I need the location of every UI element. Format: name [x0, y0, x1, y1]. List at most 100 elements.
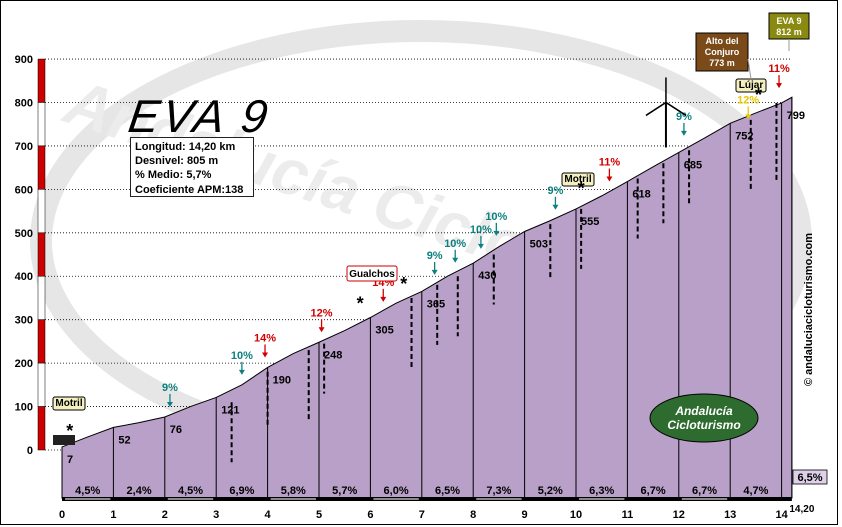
logo-text-2: Cicloturismo — [667, 418, 740, 432]
ramp-gradient-label: 12% — [737, 94, 759, 106]
segment-gradient-label: 5,8% — [281, 485, 306, 497]
ramp-arrowhead — [776, 83, 783, 89]
baseline-segment — [219, 498, 265, 500]
x-tick-label: 12 — [673, 509, 685, 521]
baseline-segment — [681, 498, 728, 500]
alto-pointer — [747, 58, 752, 80]
junction-star-icon: * — [400, 274, 407, 294]
ramp-arrowhead — [431, 269, 438, 275]
y-tick-label: 500 — [15, 228, 33, 240]
chart-title: EVA 9 — [125, 90, 274, 142]
y-tick-label: 300 — [15, 315, 33, 327]
logo-text-1: Andalucía — [674, 404, 733, 418]
sign-motril-start — [52, 396, 86, 411]
ramp-gradient-label: 10% — [231, 350, 253, 362]
sign-eva-line1: EVA 9 — [776, 16, 801, 26]
baseline-segment — [527, 498, 573, 500]
start-vehicle-icon — [53, 435, 75, 445]
segment-gradient-label: 4,5% — [75, 485, 100, 497]
elevation-label: 555 — [581, 216, 599, 228]
elevation-label: 752 — [735, 130, 753, 142]
baseline-segment — [373, 498, 419, 500]
elevation-label: 365 — [427, 298, 445, 310]
segment-gradient-label: 6,7% — [692, 485, 717, 497]
ramp-gradient-label: 9% — [162, 382, 178, 394]
sign-lujar-text: Lújar — [739, 80, 764, 91]
elevation-label: 799 — [787, 110, 805, 122]
sign-alto-line1: Alto del — [706, 36, 739, 46]
segment-gradient-label: 4,5% — [178, 485, 203, 497]
sign-eva-line2: 812 m — [776, 27, 802, 37]
segment-gradient-label: 7,3% — [486, 485, 511, 497]
segment-gradient-label: 6,7% — [641, 485, 666, 497]
y-tick-label: 800 — [15, 97, 33, 109]
ramp-arrowhead — [238, 369, 245, 375]
sign-motril-mid — [561, 172, 595, 187]
x-tick-label: 7 — [419, 509, 425, 521]
baseline-segment — [476, 498, 522, 500]
ramp-gradient-label: 9% — [427, 250, 443, 262]
elevation-label: 503 — [530, 238, 548, 250]
info-box: Longitud: 14,20 km Desnivel: 805 m % Med… — [130, 137, 254, 197]
elevation-label: 305 — [375, 325, 393, 337]
elevation-label: 248 — [324, 349, 342, 361]
scale-bar-segment — [37, 406, 46, 451]
x-tick-label: 0 — [59, 509, 65, 521]
ramp-gradient-label: 10% — [444, 238, 466, 250]
ramp-arrowhead — [166, 401, 173, 407]
scale-bar-segment — [37, 232, 46, 277]
x-tick-label: 4 — [265, 509, 272, 521]
baseline-segment — [579, 498, 625, 500]
elevation-profile-area — [61, 96, 793, 499]
junction-star-icon: * — [357, 294, 364, 314]
final-gradient-label: 6,5% — [797, 472, 822, 484]
sign-motril-mid-text: Motril — [564, 174, 591, 185]
ramp-gradient-label: 12% — [311, 307, 333, 319]
y-tick-label: 0 — [27, 445, 33, 457]
ramp-arrowhead — [477, 243, 484, 249]
baseline-segment — [424, 498, 471, 500]
segment-gradient-label: 2,4% — [127, 485, 152, 497]
ramp-arrowhead — [680, 130, 687, 136]
logo-badge — [649, 393, 759, 443]
final-gradient-badge — [792, 469, 828, 485]
sign-alto-line2: Conjuro — [705, 47, 740, 57]
x-tick-label: 5 — [316, 509, 322, 521]
x-tick-label: 13 — [724, 509, 736, 521]
scale-bar-segment — [37, 189, 46, 234]
scale-bar-segment — [37, 319, 46, 364]
scale-bar-segment — [37, 58, 46, 103]
elevation-label: 121 — [221, 404, 239, 416]
segment-gradient-label: 4,7% — [743, 485, 768, 497]
elevation-label: 7 — [67, 454, 73, 466]
elevation-label: 618 — [632, 189, 650, 201]
junction-star-icon: * — [755, 85, 762, 105]
ramp-gradient-label: 9% — [676, 111, 692, 123]
x-end-label: 14,20 — [789, 504, 814, 515]
scale-bar-segment — [37, 362, 46, 407]
x-tick-label: 6 — [367, 509, 373, 521]
segment-gradient-label: 6,3% — [589, 485, 614, 497]
segment-gradient-label: 5,2% — [538, 485, 563, 497]
info-medio: % Medio: 5,7% — [135, 169, 212, 182]
elevation-label: 76 — [170, 424, 182, 436]
x-tick-label: 9 — [522, 509, 528, 521]
scale-bar-segment — [37, 102, 46, 147]
ramp-arrowhead — [552, 204, 559, 210]
ramp-gradient-label: 9% — [547, 185, 563, 197]
scale-bar-segment — [37, 275, 46, 320]
baseline-segment — [116, 498, 162, 500]
y-tick-label: 100 — [15, 402, 33, 414]
x-tick-label: 8 — [470, 509, 476, 521]
y-tick-label: 200 — [15, 358, 33, 370]
y-tick-label: 700 — [15, 141, 33, 153]
baseline-segment — [630, 498, 676, 500]
turbine-blade — [645, 101, 667, 117]
x-tick-label: 10 — [570, 509, 582, 521]
sign-motril-start-text: Motril — [55, 398, 82, 409]
website-credit: © andaluciacicloturismo.com — [803, 233, 815, 386]
baseline-segment — [270, 498, 316, 500]
segment-gradient-label: 6,0% — [384, 485, 409, 497]
